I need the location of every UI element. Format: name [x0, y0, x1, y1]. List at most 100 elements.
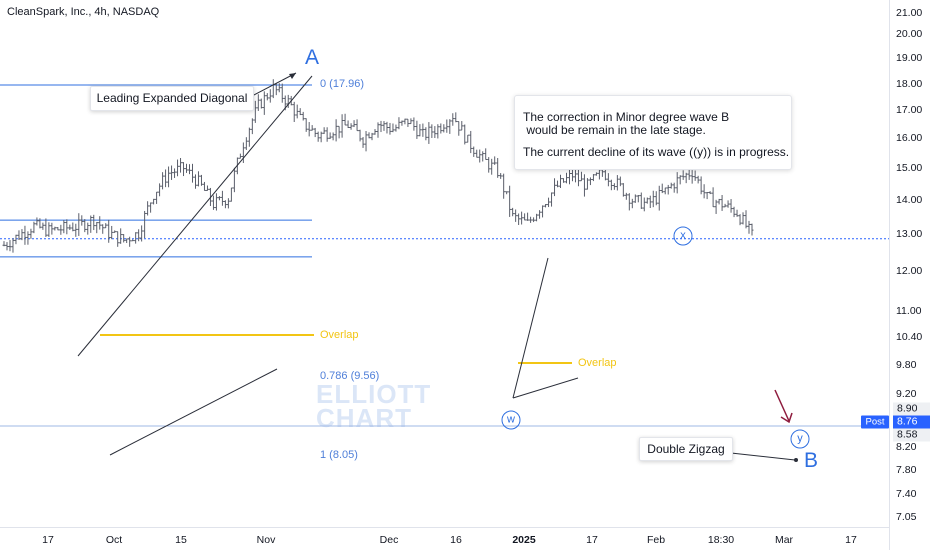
candle — [541, 205, 545, 218]
candles-layer — [2, 79, 754, 253]
candle — [729, 199, 733, 213]
candle — [307, 122, 311, 137]
candle — [211, 195, 215, 210]
candle — [585, 178, 589, 190]
candle — [621, 183, 625, 197]
candle — [355, 119, 359, 132]
candle — [155, 191, 159, 204]
candle — [119, 228, 123, 244]
candle — [149, 202, 153, 213]
price-chart[interactable] — [0, 0, 889, 527]
candle — [481, 151, 485, 162]
y-tick: 14.00 — [896, 194, 923, 206]
candle — [80, 215, 84, 226]
candle — [259, 98, 263, 109]
candle — [418, 124, 422, 137]
candle — [101, 224, 105, 234]
candle — [708, 191, 712, 195]
candle — [436, 124, 440, 139]
candle — [376, 122, 380, 138]
chart-title: CleanSpark, Inc., 4h, NASDAQ — [7, 6, 160, 18]
candle — [53, 226, 57, 231]
price-tag-last: 8.76 — [893, 415, 930, 429]
y-tick: 12.00 — [896, 265, 923, 277]
candle — [214, 193, 218, 211]
candle — [143, 210, 147, 239]
candle — [636, 195, 640, 203]
candle — [511, 207, 515, 217]
candle — [523, 213, 527, 221]
candle — [505, 191, 509, 195]
candle — [397, 117, 401, 130]
candle — [104, 223, 108, 229]
post-session-chip: Post — [861, 415, 889, 429]
candle — [98, 216, 102, 230]
candle — [247, 127, 251, 147]
candle — [490, 158, 494, 175]
y-tick: 16.00 — [896, 132, 923, 144]
candle — [666, 184, 670, 195]
candle — [403, 118, 407, 125]
candle — [547, 197, 551, 208]
candle — [89, 215, 93, 233]
candle — [346, 120, 350, 128]
candle — [615, 175, 619, 191]
candle — [277, 83, 281, 93]
candle — [379, 120, 383, 133]
leading-callout-arrowhead — [289, 73, 296, 79]
candle — [714, 199, 718, 214]
candle — [448, 119, 452, 134]
candle — [292, 101, 296, 123]
candle — [188, 164, 192, 175]
candle — [5, 242, 9, 251]
time-axis-border — [0, 527, 889, 528]
candle — [564, 172, 568, 184]
candle — [663, 187, 667, 195]
candle — [340, 114, 344, 138]
leading-diagonal-callout: Leading Expanded Diagonal — [90, 86, 254, 111]
candle — [196, 171, 200, 187]
price-tag-high: 8.90 — [893, 402, 930, 416]
candle — [463, 124, 467, 145]
candle — [319, 131, 323, 143]
x-tick: 15 — [175, 534, 187, 546]
leading-diagonal-text: Leading Expanded Diagonal — [96, 91, 248, 105]
candle — [170, 165, 174, 180]
price-tag-low: 8.58 — [893, 428, 930, 442]
x-tick: 18:30 — [707, 534, 735, 546]
candle — [173, 168, 177, 178]
y-tick: 7.80 — [896, 464, 917, 476]
candle — [442, 124, 446, 133]
overlap-label-2: Overlap — [578, 357, 617, 369]
candle — [562, 178, 566, 183]
x-tick: Feb — [646, 534, 666, 546]
candle — [352, 120, 356, 128]
candle — [711, 187, 715, 208]
candle — [199, 174, 203, 186]
candle — [62, 220, 66, 234]
wave-w-label: w — [501, 410, 521, 430]
candle — [107, 219, 111, 243]
candle — [29, 228, 33, 239]
candle — [349, 123, 353, 130]
candle — [229, 187, 233, 202]
candle — [268, 89, 272, 103]
candle — [262, 91, 266, 115]
candle — [576, 167, 580, 187]
y-tick: 7.40 — [896, 488, 917, 500]
candle — [394, 124, 398, 132]
candle — [702, 184, 706, 199]
y-tick: 9.80 — [896, 359, 917, 371]
candle — [570, 168, 574, 182]
candle — [741, 212, 745, 225]
candle — [295, 104, 299, 119]
candle — [484, 148, 488, 161]
candle — [553, 178, 557, 197]
overlap-label-1: Overlap — [320, 329, 359, 341]
candle — [59, 224, 63, 235]
candle — [735, 209, 739, 217]
candle — [520, 211, 524, 225]
candle — [454, 112, 458, 123]
candle — [400, 120, 404, 126]
